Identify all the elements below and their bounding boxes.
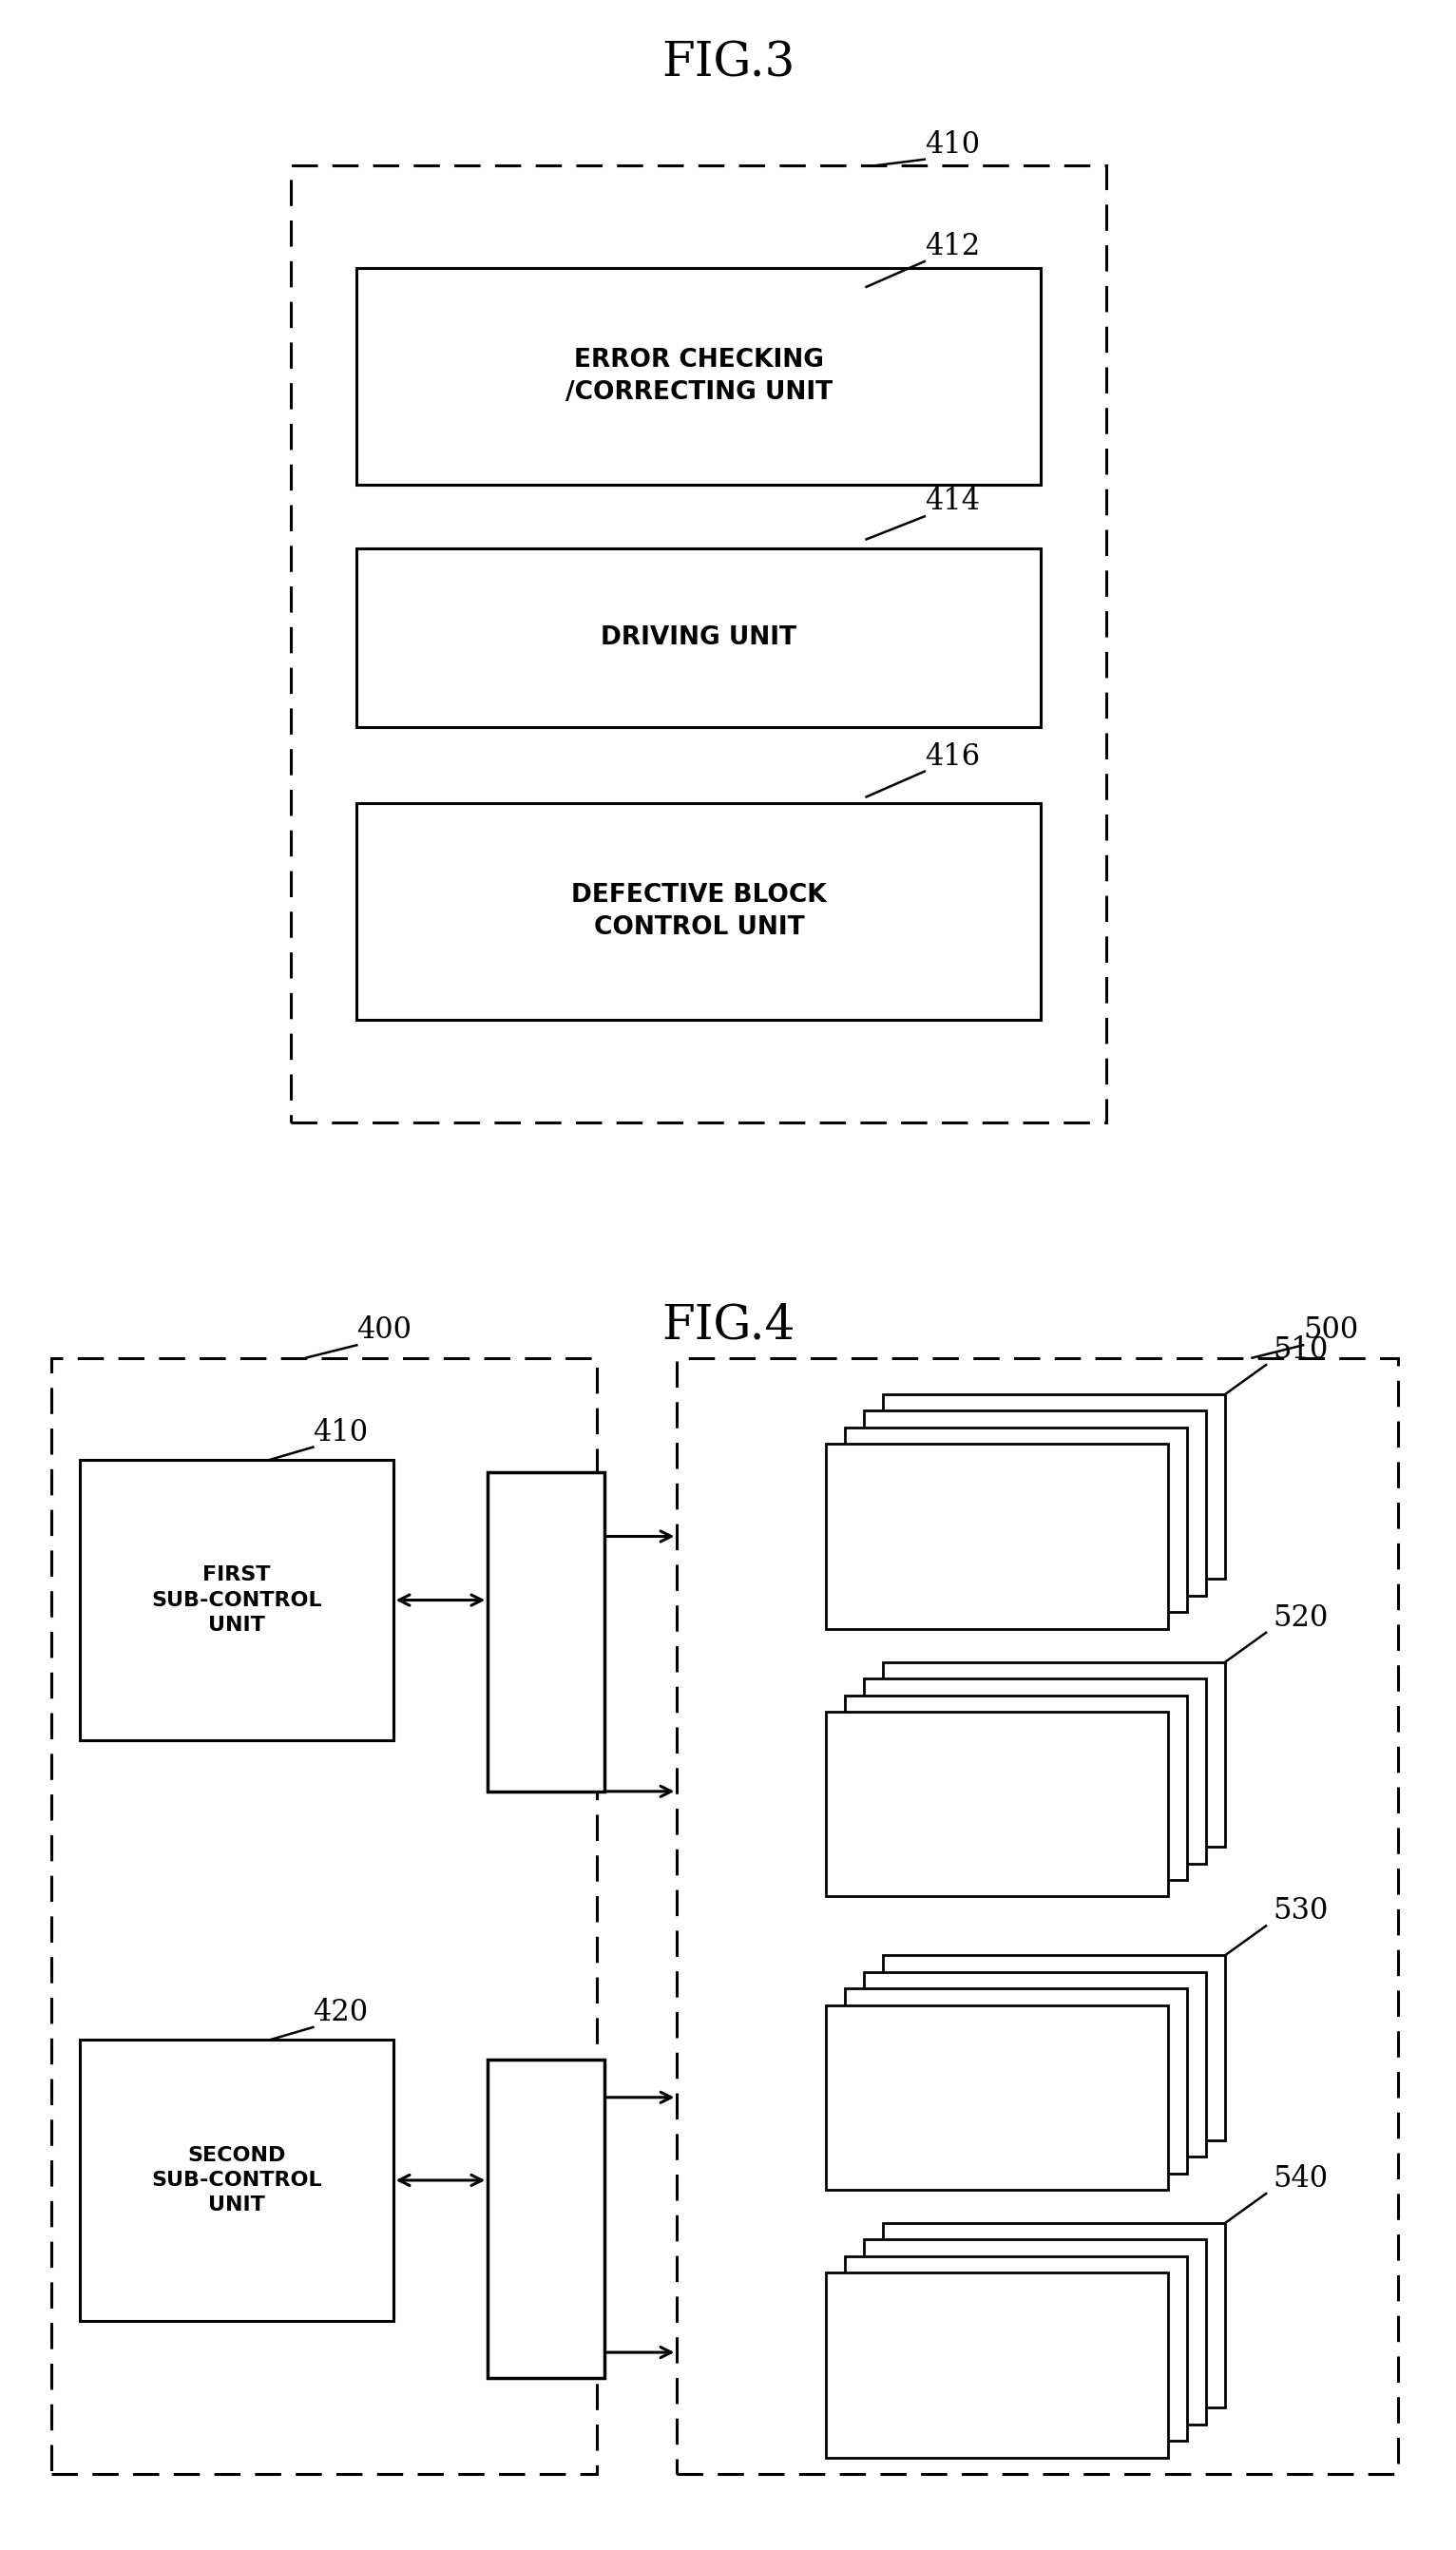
Text: FIG.4: FIG.4 [661,1303,795,1349]
Text: 500: 500 [1303,1316,1358,1346]
Bar [291,166,1107,1122]
Text: 510: 510 [1273,1336,1329,1364]
Text: FIG.3: FIG.3 [661,41,795,87]
Bar [827,1443,1169,1629]
Bar [884,1956,1226,2139]
Text: SECOND
SUB-CONTROL
UNIT: SECOND SUB-CONTROL UNIT [151,2145,322,2216]
Text: 414: 414 [925,487,980,515]
Bar [357,548,1041,727]
Text: DEFECTIVE BLOCK
CONTROL UNIT: DEFECTIVE BLOCK CONTROL UNIT [571,882,827,941]
Bar [677,1357,1398,2474]
Bar [884,2224,1226,2407]
Bar [827,2272,1169,2458]
Bar [865,1678,1207,1864]
Bar [357,268,1041,484]
Bar [488,1471,604,1790]
Text: FIRST
SUB-CONTROL
UNIT: FIRST SUB-CONTROL UNIT [151,1566,322,1635]
Text: 530: 530 [1273,1897,1329,1925]
Bar [846,1696,1188,1879]
Text: 416: 416 [925,742,980,773]
Bar [865,1410,1207,1596]
Text: 540: 540 [1273,2165,1328,2193]
Bar [488,2060,604,2377]
Bar [884,1395,1226,1578]
Bar [80,2040,393,2321]
Bar [80,1459,393,1742]
Bar [865,1971,1207,2157]
Bar [865,2239,1207,2425]
Text: 520: 520 [1273,1604,1329,1632]
Bar [884,1663,1226,1846]
Bar [51,1357,597,2474]
Text: ERROR CHECKING
/CORRECTING UNIT: ERROR CHECKING /CORRECTING UNIT [565,347,833,405]
Text: 410: 410 [313,1418,368,1448]
Text: 420: 420 [313,1997,368,2027]
Text: DRIVING UNIT: DRIVING UNIT [601,625,796,650]
Text: 410: 410 [925,130,980,158]
Bar [846,1989,1188,2173]
Text: 412: 412 [925,232,980,260]
Bar [846,2257,1188,2440]
Text: 400: 400 [357,1316,412,1346]
Bar [827,1711,1169,1897]
Bar [827,2004,1169,2190]
Bar [357,803,1041,1020]
Bar [846,1428,1188,1612]
